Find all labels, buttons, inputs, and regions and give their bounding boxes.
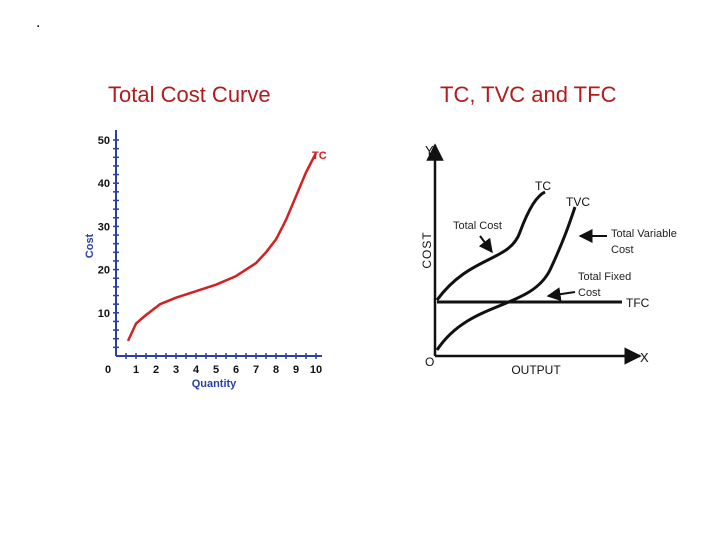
tvc-curve: [435, 206, 577, 351]
chart2-x-axis-name: X: [640, 350, 649, 365]
chart2-y-axis-name: Y: [425, 143, 434, 158]
chart2-x-axis-label: OUTPUT: [511, 363, 561, 377]
total-fixed-cost-annotation-line1: Total Fixed: [578, 271, 631, 283]
y-tick-label: 20: [98, 265, 110, 277]
tfc-line-label: TFC: [626, 296, 650, 310]
chart2-origin-label: O: [425, 355, 434, 369]
total-variable-cost-annotation-line1: Total Variable: [611, 228, 677, 240]
tvc-curve-label: TVC: [566, 195, 590, 209]
y-tick-label: 10: [98, 308, 110, 320]
right-slide-title: TC, TVC and TFC: [440, 82, 617, 107]
y-tick-label: 50: [98, 135, 110, 147]
tc-series-line: [126, 152, 318, 342]
tc-curve-label: TC: [535, 179, 551, 193]
x-tick-label: 3: [173, 364, 179, 376]
total-cost-annotation: Total Cost: [453, 220, 502, 232]
x-tick-label: 1: [133, 364, 139, 376]
left-slide-title: Total Cost Curve: [108, 82, 271, 107]
x-tick-label: 5: [213, 364, 219, 376]
x-tick-label: 2: [153, 364, 159, 376]
total-variable-cost-annotation-line2: Cost: [611, 244, 634, 256]
tc-curve: [435, 190, 546, 301]
x-tick-label: 8: [273, 364, 279, 376]
slide-dot: .: [36, 14, 41, 31]
x-tick-label: 0: [105, 364, 111, 376]
chart1-y-ticks: 10 20 30 40 50: [98, 135, 119, 349]
chart2-y-axis-label: COST: [420, 231, 434, 268]
total-fixed-cost-arrow: [546, 287, 576, 302]
chart1-x-axis-label: Quantity: [192, 378, 237, 390]
y-tick-label: 30: [98, 221, 110, 233]
x-tick-label: 4: [193, 364, 200, 376]
total-cost-arrow: [478, 235, 493, 254]
x-tick-label: 9: [293, 364, 299, 376]
total-fixed-cost-annotation-line2: Cost: [578, 287, 601, 299]
chart1-x-ticks: 0 1 2 3 4 5 6 7 8 9 10: [105, 353, 322, 376]
x-tick-label: 7: [253, 364, 259, 376]
x-tick-label: 6: [233, 364, 239, 376]
x-tick-label: 10: [310, 364, 322, 376]
chart1-y-axis-label: Cost: [84, 233, 96, 258]
tc-series-label: TC: [312, 150, 327, 162]
y-tick-label: 40: [98, 178, 110, 190]
